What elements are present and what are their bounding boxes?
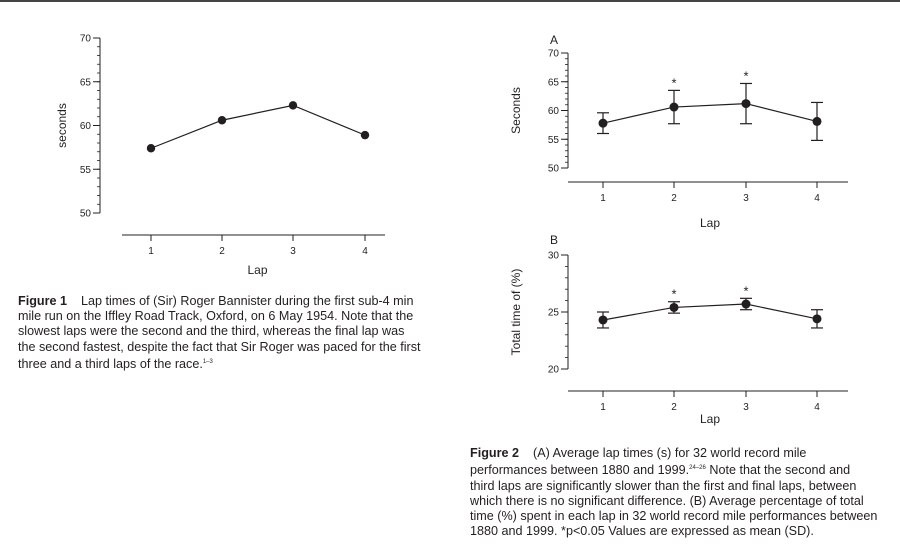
- caption-line: time (%) spent in each lap in 32 world r…: [470, 509, 878, 523]
- x-tick-label: 4: [814, 402, 820, 413]
- caption-line: third laps are significantly slower than…: [470, 478, 857, 493]
- y-tick-label: 25: [548, 308, 560, 319]
- y-tick-label: 30: [548, 251, 560, 262]
- x-tick-label: 1: [600, 402, 606, 413]
- y-tick-label: 70: [548, 49, 560, 60]
- x-axis-label: Lap: [700, 412, 720, 426]
- figure-2-caption: Figure 2 (A) Average lap times (s) for 3…: [470, 446, 895, 539]
- x-tick-label: 2: [219, 246, 225, 257]
- series-line: [602, 102, 818, 124]
- series-line: [602, 303, 818, 321]
- x-tick-label: 1: [148, 246, 154, 257]
- data-point: [598, 315, 608, 325]
- x-tick-label: 2: [671, 193, 677, 204]
- series-line: [150, 104, 366, 149]
- data-point: [288, 101, 298, 110]
- y-tick-label: 70: [80, 34, 92, 45]
- figure-2a-chart: 50 55 60 65 70 Seconds 1 2 3 4 Lap A * *: [509, 33, 848, 230]
- top-rule: [0, 0, 900, 2]
- figure-1-caption: Figure 1 Lap times of (Sir) Roger Bannis…: [18, 294, 448, 372]
- caption-line: performances between 1880 and 1999.: [470, 463, 690, 478]
- data-point: [598, 118, 608, 128]
- x-axis-label: Lap: [700, 216, 720, 230]
- data-point: [812, 314, 822, 324]
- y-axis-label: Total time of (%): [509, 269, 523, 356]
- data-point: [741, 99, 751, 109]
- panel-label: B: [550, 233, 558, 247]
- caption-line: which there is no significant difference…: [470, 493, 864, 508]
- data-point: [217, 116, 227, 125]
- significance-marker: *: [743, 68, 748, 83]
- panel-label: A: [550, 33, 558, 47]
- data-point: [669, 302, 679, 312]
- data-point: [741, 299, 751, 309]
- y-tick-label: 65: [548, 77, 560, 88]
- significance-marker: *: [671, 75, 676, 90]
- x-tick-label: 4: [362, 246, 368, 257]
- caption-line: Note that the second and: [709, 463, 851, 478]
- data-point: [146, 144, 156, 153]
- data-point: [360, 130, 370, 140]
- caption-line: three and a third laps of the race.: [18, 357, 203, 371]
- caption-line: Lap times of (Sir) Roger Bannister durin…: [81, 294, 414, 308]
- data-point: [669, 102, 679, 112]
- y-tick-label: 60: [80, 121, 92, 132]
- y-tick-label: 55: [548, 135, 560, 146]
- x-tick-label: 2: [671, 402, 677, 413]
- x-tick-label: 3: [743, 402, 749, 413]
- x-tick-label: 4: [814, 193, 820, 204]
- caption-line: 1880 and 1999. *p<0.05 Values are expres…: [470, 524, 814, 539]
- x-tick-label: 3: [290, 246, 296, 257]
- figure-1-chart: 50 55 60 65 70 seconds 1 2 3 4 Lap: [55, 34, 385, 277]
- caption-line: slowest laps were the second and the thi…: [18, 324, 405, 339]
- y-tick-label: 60: [548, 106, 560, 117]
- y-tick-label: 50: [548, 164, 560, 175]
- x-axis-label: Lap: [247, 263, 267, 277]
- reference-superscript: 1–3: [202, 358, 213, 365]
- significance-marker: *: [671, 287, 676, 302]
- y-axis-label: Seconds: [509, 87, 523, 134]
- caption-line: (A) Average lap times (s) for 32 world r…: [533, 446, 807, 460]
- y-tick-label: 50: [80, 209, 92, 220]
- figure-2b-chart: 20 25 30 Total time of (%) 1 2 3 4 Lap B * *: [509, 233, 848, 426]
- figure-1-label: Figure 1: [18, 294, 67, 308]
- figure-2-label: Figure 2: [470, 446, 519, 460]
- x-tick-label: 3: [743, 193, 749, 204]
- significance-marker: *: [743, 283, 748, 298]
- data-point: [812, 116, 822, 126]
- y-tick-label: 65: [80, 77, 92, 88]
- y-tick-label: 55: [80, 165, 92, 176]
- x-tick-label: 1: [600, 193, 606, 204]
- caption-line: the second fastest, despite the fact tha…: [18, 339, 421, 354]
- y-axis-label: seconds: [55, 103, 69, 148]
- caption-line: mile run on the Iffley Road Track, Oxfor…: [18, 309, 414, 324]
- reference-superscript: 24–26: [689, 465, 706, 472]
- y-tick-label: 20: [548, 365, 560, 376]
